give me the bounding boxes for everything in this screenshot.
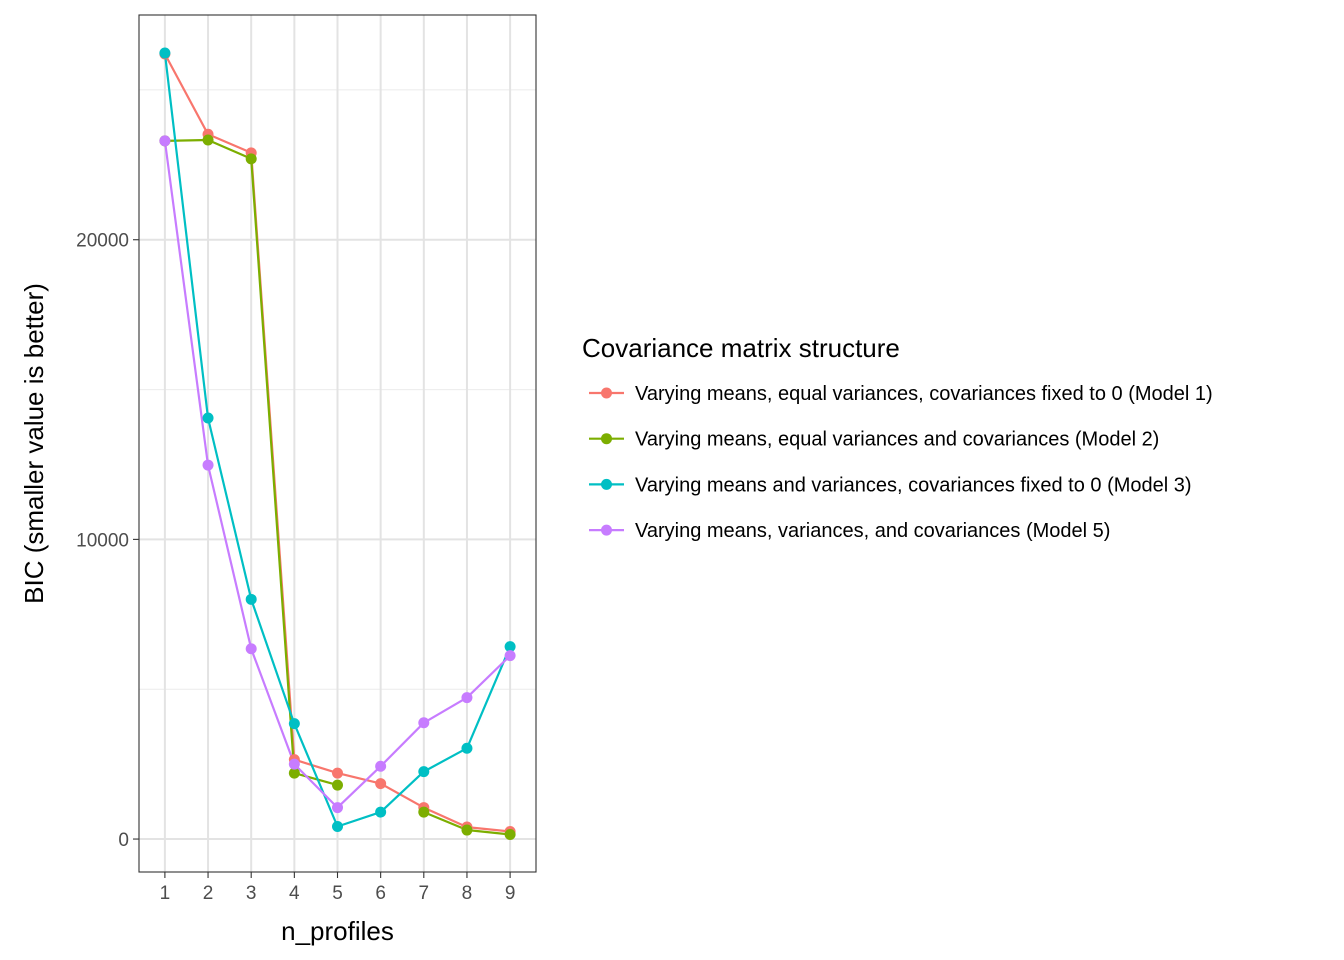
x-tick-label: 9 bbox=[505, 883, 516, 904]
data-point bbox=[418, 717, 430, 729]
data-point bbox=[332, 820, 343, 832]
y-axis: 0 10000 20000 bbox=[76, 231, 139, 851]
legend-label: Varying means and variances, covariances… bbox=[635, 474, 1192, 496]
data-point bbox=[332, 802, 343, 814]
legend-key-point bbox=[601, 478, 612, 490]
data-point bbox=[202, 459, 214, 471]
x-tick-label: 5 bbox=[332, 883, 343, 904]
data-point bbox=[159, 135, 171, 147]
legend-label: Varying means, equal variances, covarian… bbox=[635, 383, 1213, 405]
x-tick-label: 2 bbox=[203, 883, 214, 904]
data-point bbox=[245, 153, 257, 165]
data-point bbox=[288, 718, 300, 730]
data-point bbox=[418, 806, 430, 818]
series-points bbox=[159, 47, 516, 841]
legend-label: Varying means, equal variances and covar… bbox=[635, 429, 1159, 451]
y-tick-label: 10000 bbox=[76, 530, 129, 551]
x-axis-title: n_profiles bbox=[281, 916, 394, 946]
data-point bbox=[288, 767, 300, 779]
plot-panel bbox=[138, 14, 537, 873]
legend: Covariance matrix structure Varying mean… bbox=[582, 333, 1213, 542]
data-point bbox=[418, 766, 430, 778]
data-point bbox=[375, 760, 387, 772]
legend-key-point bbox=[601, 387, 612, 399]
legend-label: Varying means, variances, and covariance… bbox=[635, 520, 1110, 542]
x-tick-label: 3 bbox=[246, 883, 257, 904]
data-point bbox=[504, 641, 516, 653]
data-point bbox=[504, 650, 516, 662]
data-point bbox=[202, 412, 214, 424]
x-axis: 1 2 3 4 5 6 7 8 9 bbox=[160, 872, 516, 904]
y-tick-label: 20000 bbox=[76, 231, 129, 252]
data-point bbox=[375, 806, 387, 818]
data-point bbox=[288, 758, 300, 770]
y-axis-title: BIC (smaller value is better) bbox=[19, 283, 49, 604]
x-tick-label: 1 bbox=[160, 883, 171, 904]
data-point bbox=[332, 779, 343, 791]
data-point bbox=[461, 692, 473, 704]
data-point bbox=[245, 593, 257, 605]
data-point bbox=[332, 767, 343, 779]
data-point bbox=[245, 643, 257, 655]
x-tick-label: 7 bbox=[419, 883, 430, 904]
data-point bbox=[202, 134, 214, 146]
x-tick-label: 8 bbox=[462, 883, 473, 904]
data-point bbox=[461, 742, 473, 754]
data-point bbox=[461, 824, 473, 836]
y-tick-label: 0 bbox=[118, 830, 129, 851]
legend-title: Covariance matrix structure bbox=[582, 333, 900, 363]
x-tick-label: 4 bbox=[289, 883, 300, 904]
data-point bbox=[159, 47, 171, 59]
legend-key-point bbox=[601, 433, 612, 445]
x-tick-label: 6 bbox=[375, 883, 386, 904]
data-point bbox=[504, 829, 516, 841]
legend-key-point bbox=[601, 524, 612, 536]
legend-items: Varying means, equal variances, covarian… bbox=[589, 383, 1213, 542]
data-point bbox=[375, 778, 387, 790]
